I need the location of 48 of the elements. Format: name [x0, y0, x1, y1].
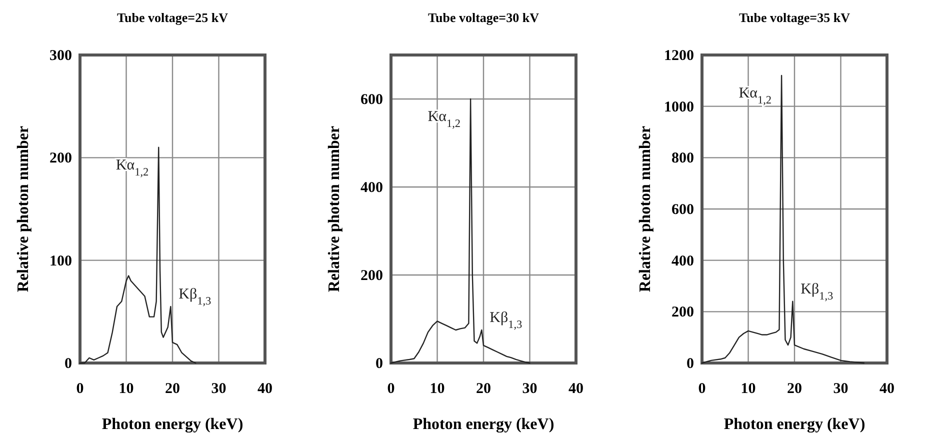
y-tick-label: 600: [672, 202, 694, 218]
y-tick-label: 0: [64, 356, 72, 372]
x-axis-title: Photon energy (keV): [412, 416, 554, 433]
x-tick-label: 20: [476, 381, 491, 397]
y-tick-label: 1000: [664, 99, 694, 116]
y-axis-title: Relative photon number: [326, 126, 343, 292]
annotation: Kβ$_{1,3}$: [800, 281, 834, 302]
x-tick-label: 10: [740, 381, 756, 397]
y-tick-label: 300: [50, 48, 72, 64]
x-tick-label: 40: [258, 381, 272, 397]
x-tick-label: 10: [118, 381, 134, 397]
annotation: Kβ$_{1,3}$: [490, 310, 523, 331]
y-tick-label: 0: [686, 356, 694, 372]
x-tick-label: 10: [430, 381, 445, 397]
x-axis-title: Photon energy (keV): [102, 416, 244, 433]
annotation: Kα$_{1,2}$: [428, 109, 461, 130]
y-axis-title: Relative photon number: [637, 126, 654, 292]
x-tick-label: 20: [165, 381, 180, 397]
chart-title: Tube voltage=25 kV: [117, 10, 229, 25]
annotation: Kα$_{1,2}$: [738, 86, 772, 107]
y-tick-label: 400: [360, 180, 383, 196]
y-tick-label: 800: [672, 150, 694, 167]
y-axis-title: Relative photon number: [15, 126, 32, 292]
x-tick-label: 0: [387, 381, 395, 397]
annotation: Kβ$_{1,3}$: [178, 286, 212, 308]
x-tick-label: 40: [568, 381, 584, 397]
y-tick-label: 600: [360, 92, 383, 108]
line-series: [79, 146, 196, 364]
x-tick-label: 20: [787, 381, 802, 397]
x-tick-label: 30: [211, 381, 226, 397]
y-tick-label: 200: [672, 304, 694, 321]
y-tick-label: 0: [376, 356, 383, 372]
y-tick-label: 200: [50, 150, 72, 167]
x-tick-label: 0: [76, 381, 84, 397]
y-tick-label: 1200: [664, 48, 694, 64]
x-tick-label: 30: [833, 381, 848, 397]
y-tick-label: 200: [360, 268, 383, 284]
y-tick-label: 100: [50, 253, 72, 270]
x-tick-label: 0: [698, 381, 706, 397]
chart-title: Tube voltage=30 kV: [428, 10, 540, 25]
x-tick-label: 30: [522, 381, 538, 397]
line-series: [390, 98, 530, 364]
x-tick-label: 40: [880, 381, 894, 397]
x-axis-title: Photon energy (keV): [724, 416, 866, 433]
chart-title: Tube voltage=35 kV: [739, 10, 851, 25]
y-tick-label: 400: [672, 253, 694, 270]
annotation: Kα$_{1,2}$: [116, 157, 149, 178]
line-series: [701, 74, 864, 364]
